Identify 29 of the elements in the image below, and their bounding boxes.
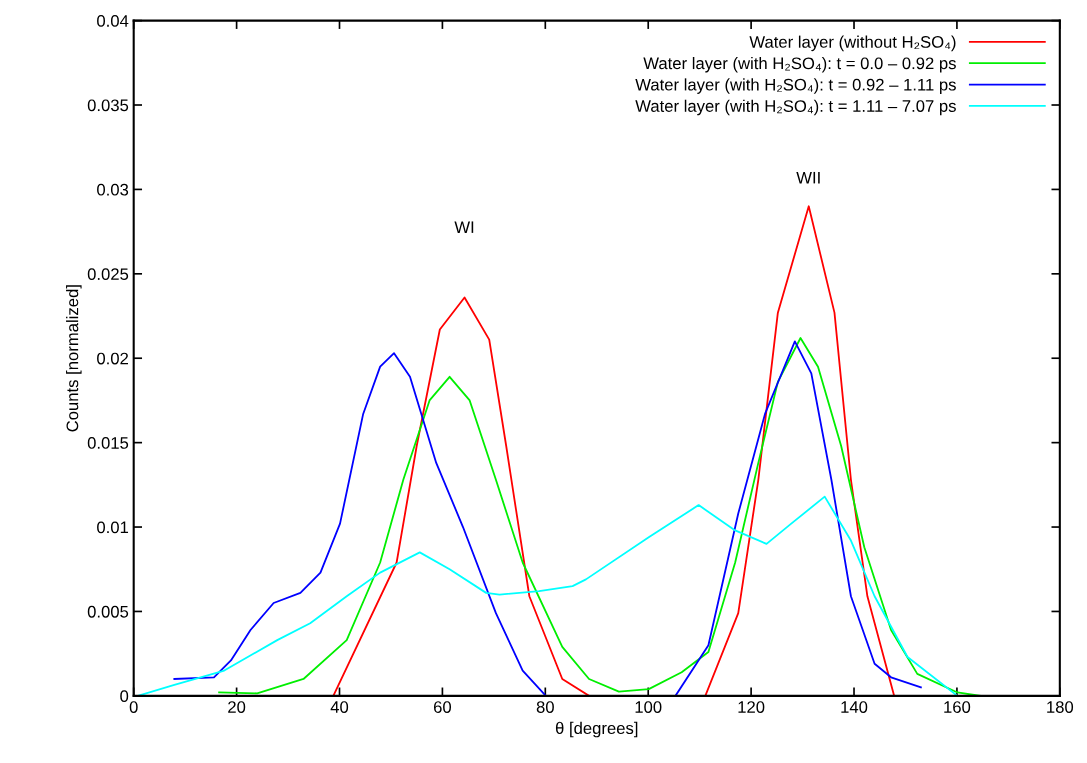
- x-tick-label: 180: [1047, 701, 1074, 713]
- y-tick-label: 0.035: [87, 99, 129, 112]
- y-axis-title: Counts [normalized]: [66, 285, 82, 432]
- y-tick-label: 0.005: [87, 605, 129, 618]
- x-tick-label: 160: [944, 701, 971, 713]
- y-tick-label: 0.025: [87, 268, 129, 281]
- legend-label: Water layer (with H₂SO₄): t = 0.92 – 1.11 ps: [635, 78, 956, 94]
- line-series: [136, 495, 959, 696]
- annotation: WI: [454, 221, 474, 233]
- y-tick-label: 0: [120, 690, 129, 703]
- x-tick-label: 60: [433, 701, 452, 713]
- legend-label: Water layer (with H₂SO₄): t = 0.0 – 0.92 ps: [643, 56, 956, 73]
- y-tick-label: 0.04: [97, 15, 129, 27]
- x-axis-title: θ [degrees]: [555, 721, 638, 738]
- x-tick-label: 80: [536, 701, 554, 713]
- x-tick-label: 40: [330, 701, 349, 713]
- y-tick-label: 0.03: [97, 183, 129, 196]
- legend-label: Water layer (with H₂SO₄): t = 1.11 – 7.07 ps: [635, 99, 956, 116]
- x-tick-label: 100: [635, 701, 662, 713]
- y-tick-label: 0.02: [97, 352, 129, 365]
- x-tick-label: 0: [129, 701, 138, 713]
- line-series: [332, 205, 896, 696]
- x-tick-label: 140: [841, 701, 868, 713]
- x-tick-label: 20: [228, 701, 246, 713]
- y-tick-label: 0.01: [97, 521, 129, 534]
- x-tick-label: 120: [738, 701, 765, 713]
- annotation: WII: [796, 171, 820, 184]
- y-tick-label: 0.015: [87, 437, 129, 449]
- legend-label: Water layer (without H₂SO₄): [749, 35, 956, 52]
